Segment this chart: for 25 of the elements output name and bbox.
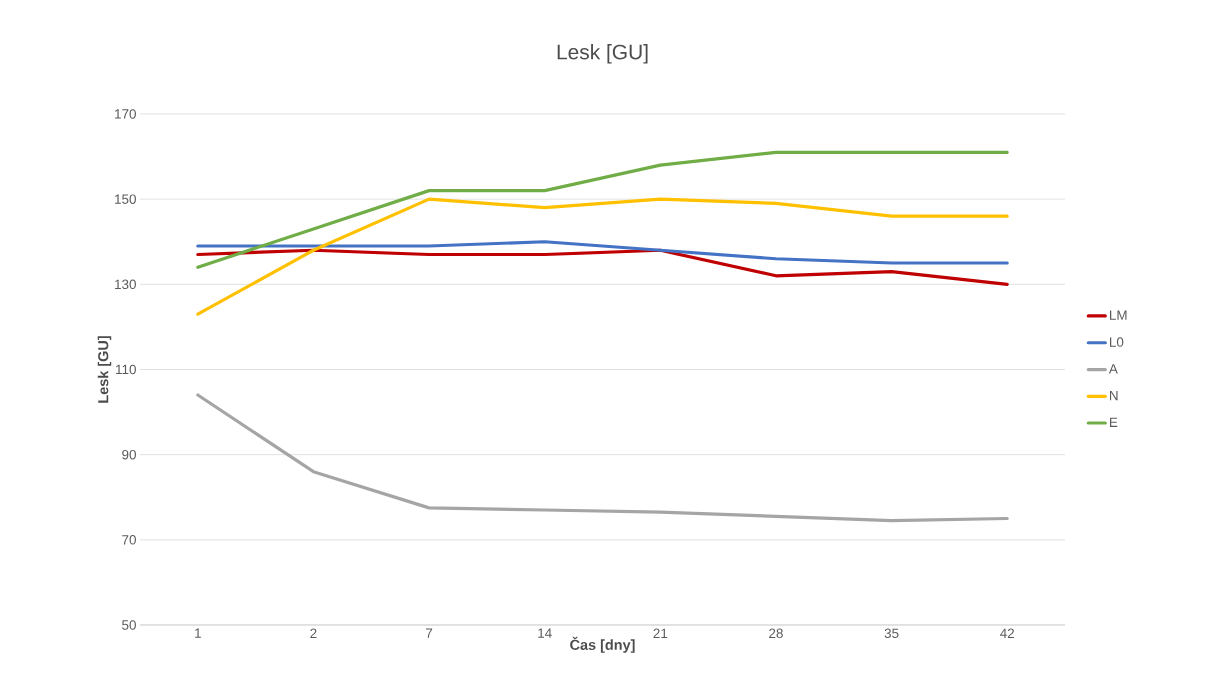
y-tick-label: 170 bbox=[115, 109, 136, 119]
x-tick-label: 1 bbox=[195, 628, 201, 638]
x-tick-label: 28 bbox=[769, 628, 783, 639]
legend-label: N bbox=[1110, 390, 1118, 401]
x-tick-label: 2 bbox=[310, 628, 317, 638]
legend-label: L0 bbox=[1110, 337, 1124, 347]
x-tick-label: 35 bbox=[884, 628, 899, 639]
y-tick-label: 90 bbox=[122, 449, 136, 460]
y-tick-label: 70 bbox=[122, 535, 136, 545]
legend-label: A bbox=[1108, 364, 1118, 374]
x-tick-label: 21 bbox=[653, 628, 668, 638]
line-series bbox=[196, 248, 1009, 286]
x-axis-title: Čas [dny] bbox=[570, 636, 635, 653]
y-tick-label: 50 bbox=[122, 620, 136, 630]
line-series bbox=[196, 197, 1009, 316]
y-tick-label: 130 bbox=[115, 279, 136, 290]
chart-title: Lesk [GU] bbox=[557, 44, 648, 64]
x-tick-label: 14 bbox=[538, 628, 552, 638]
x-tick-label: 7 bbox=[426, 628, 433, 638]
legend-label: LM bbox=[1110, 310, 1127, 320]
x-tick-label: 42 bbox=[1000, 628, 1015, 638]
y-tick-label: 150 bbox=[115, 194, 136, 204]
y-tick-label: 110 bbox=[116, 364, 136, 375]
legend-label: E bbox=[1110, 417, 1118, 427]
y-axis-title: Lesk [GU] bbox=[97, 336, 112, 403]
